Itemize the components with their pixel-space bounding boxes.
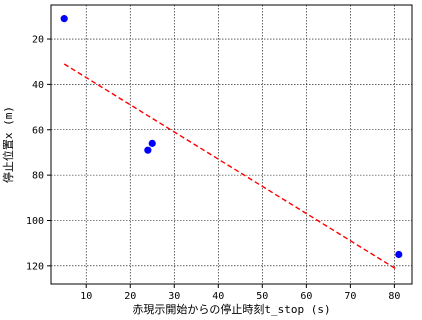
plot-frame — [50, 4, 413, 285]
y-axis-label: 停止位置x (m) — [1, 106, 15, 183]
y-tick-label: 120 — [26, 261, 44, 272]
y-tick-label: 20 — [32, 35, 44, 46]
y-tick-label: 80 — [32, 171, 44, 182]
y-axis: 20 40 60 80 100 120 — [26, 35, 51, 272]
scatter-point — [60, 15, 68, 23]
x-tick-label: 30 — [168, 291, 180, 302]
x-tick-label: 40 — [212, 291, 224, 302]
x-tick-label: 10 — [80, 291, 92, 302]
series-layer — [60, 15, 403, 270]
grid — [51, 5, 412, 284]
x-tick-label: 50 — [256, 291, 268, 302]
y-tick-label: 40 — [32, 80, 44, 91]
x-axis-label: 赤現示開始からの停止時刻t_stop (s) — [132, 302, 330, 316]
scatter-point — [395, 250, 403, 259]
x-axis: 10 20 30 40 50 60 70 80 — [80, 284, 400, 302]
scatter-point — [148, 139, 156, 147]
x-tick-label: 70 — [344, 291, 356, 302]
x-tick-label: 80 — [388, 291, 400, 302]
x-tick-label: 60 — [300, 291, 312, 302]
scatter-point — [144, 146, 152, 154]
y-tick-label: 100 — [26, 216, 44, 227]
regression-line — [63, 63, 397, 270]
x-tick-label: 20 — [124, 291, 136, 302]
y-tick-label: 60 — [32, 125, 44, 136]
